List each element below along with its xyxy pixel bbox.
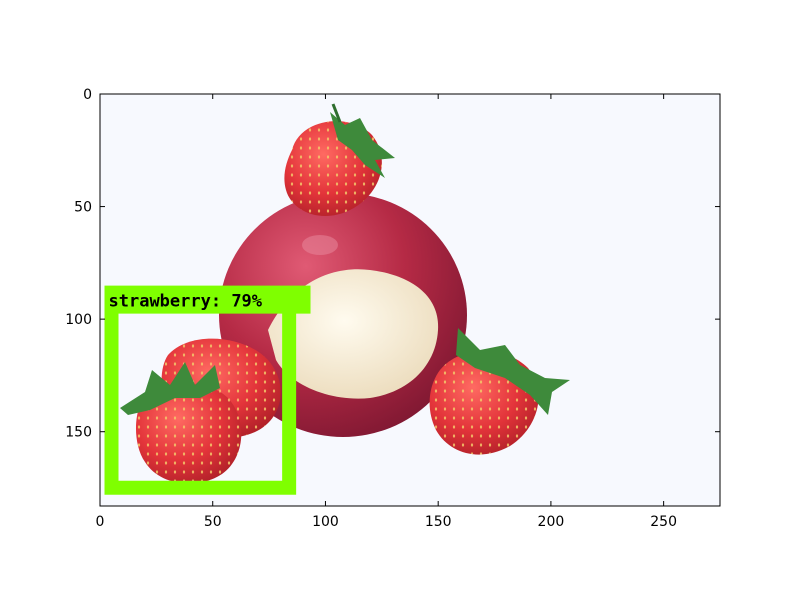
x-tick-label: 250 (650, 514, 677, 530)
leaf (120, 362, 220, 415)
strawberry-pair (120, 338, 281, 484)
leaf (456, 328, 570, 415)
photo (100, 94, 720, 506)
x-tick-label: 0 (96, 514, 105, 530)
y-tick-label: 0 (83, 87, 92, 103)
y-tick-label: 50 (74, 200, 92, 216)
leaf (330, 112, 395, 178)
x-axis: 0 50 100 150 200 250 (96, 94, 677, 530)
y-tick-label: 150 (65, 425, 92, 441)
axes-frame (99, 93, 721, 507)
strawberry-top (284, 103, 395, 217)
strawberry-right (429, 328, 570, 455)
detection-overlay: strawberry: 79% (104, 285, 311, 495)
detection-label: strawberry: 79% (109, 292, 263, 312)
x-tick-label: 150 (425, 514, 452, 530)
x-tick-label: 200 (538, 514, 565, 530)
y-axis: 0 50 100 150 (65, 87, 720, 441)
x-tick-label: 50 (204, 514, 222, 530)
apple (219, 193, 467, 437)
detection-label-background (104, 285, 311, 314)
y-tick-label: 100 (65, 312, 92, 328)
x-tick-label: 100 (312, 514, 339, 530)
apple-bite (268, 269, 439, 399)
